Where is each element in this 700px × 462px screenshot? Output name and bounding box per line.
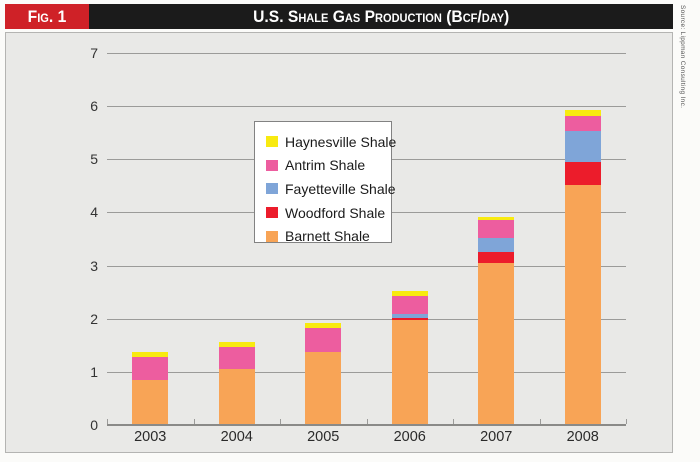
bar-2008-woodford-shale <box>564 162 601 186</box>
x-axis-tick-1 <box>193 419 195 424</box>
legend-item-woodford-shale: Woodford Shale <box>266 201 391 225</box>
x-axis-tick-3 <box>366 419 368 424</box>
y-axis-label-4: 4 <box>90 204 98 221</box>
legend-swatch-icon <box>266 230 278 242</box>
figure-number-tag: Fig. 1 <box>5 4 89 29</box>
y-axis-label-0: 0 <box>90 417 98 433</box>
bar-2006-barnett-shale <box>391 320 428 425</box>
gridline-y-1 <box>107 371 626 373</box>
source-credit: Source: Lippman Consulting Inc. <box>679 5 686 109</box>
bar-2004-haynesville-shale <box>218 342 255 347</box>
bar-2007-haynesville-shale <box>478 216 515 220</box>
legend-swatch-icon <box>266 207 278 219</box>
y-axis-label-3: 3 <box>90 257 98 274</box>
legend-item-antrim-shale: Antrim Shale <box>266 154 391 178</box>
x-axis-tick-2 <box>280 419 281 424</box>
bar-2006-woodford-shale <box>391 317 428 321</box>
figure-number-text: Fig. 1 <box>27 6 67 26</box>
x-axis-tick-5 <box>539 419 541 424</box>
y-axis-label-6: 6 <box>90 98 98 115</box>
bar-2008-fayetteville-shale <box>564 130 601 163</box>
bar-2008-barnett-shale <box>564 185 601 425</box>
legend-swatch-icon <box>266 136 278 148</box>
x-axis-line <box>107 424 626 426</box>
legend-item-barnett-shale: Barnett Shale <box>266 224 391 248</box>
x-axis-tick-6 <box>626 419 627 424</box>
chart-title: U.S. Shale Gas Production (Bcf/day) <box>252 6 510 26</box>
bar-2008-antrim-shale <box>564 115 601 131</box>
x-axis-label-2007: 2007 <box>480 429 513 445</box>
x-axis-tick-0 <box>107 419 108 424</box>
gridline-y-7 <box>107 53 626 54</box>
legend-item-haynesville-shale: Haynesville Shale <box>266 130 396 154</box>
bar-2006-fayetteville-shale <box>391 314 428 318</box>
bar-2005-barnett-shale <box>305 351 342 425</box>
bar-2007-woodford-shale <box>478 252 515 264</box>
figure-title-bar: Fig. 1 U.S. Shale Gas Production (Bcf/da… <box>5 4 673 29</box>
gridline-y-3 <box>107 265 626 267</box>
x-axis-label-2008: 2008 <box>566 429 599 445</box>
bar-2003-haynesville-shale <box>132 352 169 357</box>
legend-label: Woodford Shale <box>285 204 386 221</box>
bar-2006-haynesville-shale <box>391 291 428 296</box>
legend-label: Fayetteville Shale <box>285 180 396 197</box>
bar-2004-antrim-shale <box>218 346 255 370</box>
bar-2003-barnett-shale <box>132 379 169 425</box>
chart-panel: 0 1 2 3 4 5 6 7 2003 2004 2005 2006 2007 2008 Haynesv… <box>5 32 673 453</box>
bar-2006-antrim-shale <box>391 295 428 315</box>
legend-swatch-icon <box>266 183 278 195</box>
legend-label: Antrim Shale <box>285 157 366 174</box>
bar-2004-barnett-shale <box>218 369 255 425</box>
x-axis-tick-4 <box>453 419 454 424</box>
y-axis-label-5: 5 <box>90 151 98 168</box>
bar-2003-antrim-shale <box>132 356 169 380</box>
bar-2005-antrim-shale <box>305 328 342 352</box>
legend-item-fayetteville-shale: Fayetteville Shale <box>266 177 396 201</box>
gridline-y-2 <box>107 318 626 320</box>
y-axis-label-1: 1 <box>90 363 98 380</box>
legend-label: Barnett Shale <box>285 228 370 245</box>
x-axis-label-2004: 2004 <box>220 429 253 445</box>
legend-swatch-icon <box>266 159 278 171</box>
legend-label: Haynesville Shale <box>285 133 397 150</box>
bar-2005-haynesville-shale <box>305 323 342 329</box>
legend: Haynesville Shale Antrim Shale Fayettevill… <box>254 121 396 244</box>
bar-2007-fayetteville-shale <box>478 238 515 253</box>
chart-title-band: U.S. Shale Gas Production (Bcf/day) <box>89 4 673 29</box>
y-axis-label-2: 2 <box>90 310 98 327</box>
x-axis-label-2005: 2005 <box>307 429 340 445</box>
x-axis-label-2006: 2006 <box>393 429 426 445</box>
gridline-y-6 <box>107 106 626 108</box>
bar-2008-haynesville-shale <box>564 109 601 116</box>
bar-2007-antrim-shale <box>478 219 515 239</box>
y-axis-label-7: 7 <box>90 45 98 61</box>
x-axis-label-2003: 2003 <box>134 429 167 445</box>
bar-2007-barnett-shale <box>478 263 515 425</box>
